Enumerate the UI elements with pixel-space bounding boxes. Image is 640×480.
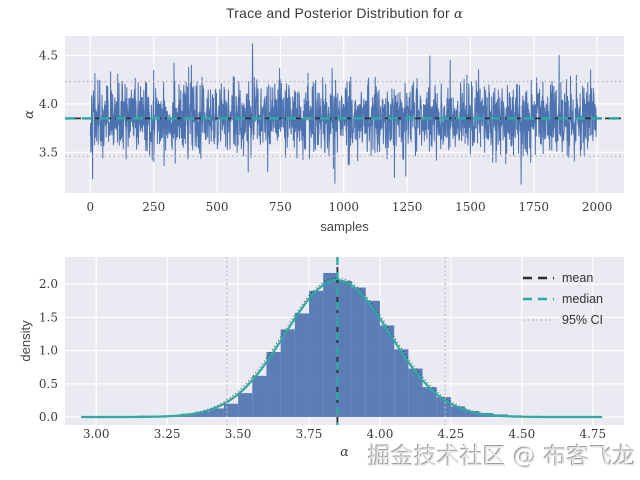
svg-text:500: 500 <box>206 200 229 214</box>
svg-text:1750: 1750 <box>519 200 550 214</box>
svg-text:0.5: 0.5 <box>39 377 58 391</box>
svg-text:4.50: 4.50 <box>508 427 535 441</box>
svg-text:1.0: 1.0 <box>39 344 58 358</box>
svg-text:4.25: 4.25 <box>438 427 465 441</box>
title-text: Trace and Posterior Distribution for <box>226 5 454 21</box>
posterior-ylabel: density <box>18 320 33 362</box>
svg-text:4.00: 4.00 <box>367 427 394 441</box>
svg-text:0.0: 0.0 <box>39 410 58 424</box>
trace-xlabel: samples <box>320 219 369 234</box>
legend-label-0: mean <box>562 271 593 285</box>
svg-text:250: 250 <box>142 200 165 214</box>
trace-tick-labels: 0 250 500 750 1000 1250 1500 1750 2000 3.5 4.0 4.5 <box>39 48 613 214</box>
svg-text:1000: 1000 <box>328 200 359 214</box>
svg-text:4.0: 4.0 <box>39 97 58 111</box>
legend-label-1: median <box>562 292 603 306</box>
svg-text:4.75: 4.75 <box>579 427 606 441</box>
svg-text:1250: 1250 <box>392 200 423 214</box>
svg-text:1.5: 1.5 <box>39 310 58 324</box>
svg-text:2000: 2000 <box>582 200 613 214</box>
posterior-tick-labels: 3.00 3.25 3.50 3.75 4.00 4.25 4.50 4.75 0.0 0.5 1.… <box>39 277 606 441</box>
svg-text:1500: 1500 <box>455 200 486 214</box>
trace-ylabel: α <box>22 110 37 119</box>
svg-text:0: 0 <box>87 200 95 214</box>
plot-trace <box>65 36 624 193</box>
legend: mean median 95% CI <box>523 271 603 327</box>
kde-curve <box>80 279 603 419</box>
figure-title: Trace and Posterior Distribution for α <box>65 5 624 22</box>
plot-posterior: mean median 95% CI <box>65 257 624 425</box>
watermark: 掘金技术社区 @ 布客飞龙 <box>368 444 636 470</box>
svg-text:2.0: 2.0 <box>39 277 58 291</box>
svg-text:3.5: 3.5 <box>39 145 58 159</box>
svg-text:3.25: 3.25 <box>154 427 181 441</box>
title-param: α <box>453 7 463 22</box>
svg-text:750: 750 <box>269 200 292 214</box>
posterior-xlabel: α <box>340 445 349 460</box>
legend-label-2: 95% CI <box>562 313 603 327</box>
svg-text:4.5: 4.5 <box>39 48 58 62</box>
svg-text:3.75: 3.75 <box>296 427 323 441</box>
svg-text:3.00: 3.00 <box>83 427 110 441</box>
trace-line <box>89 43 598 185</box>
svg-text:3.50: 3.50 <box>225 427 252 441</box>
